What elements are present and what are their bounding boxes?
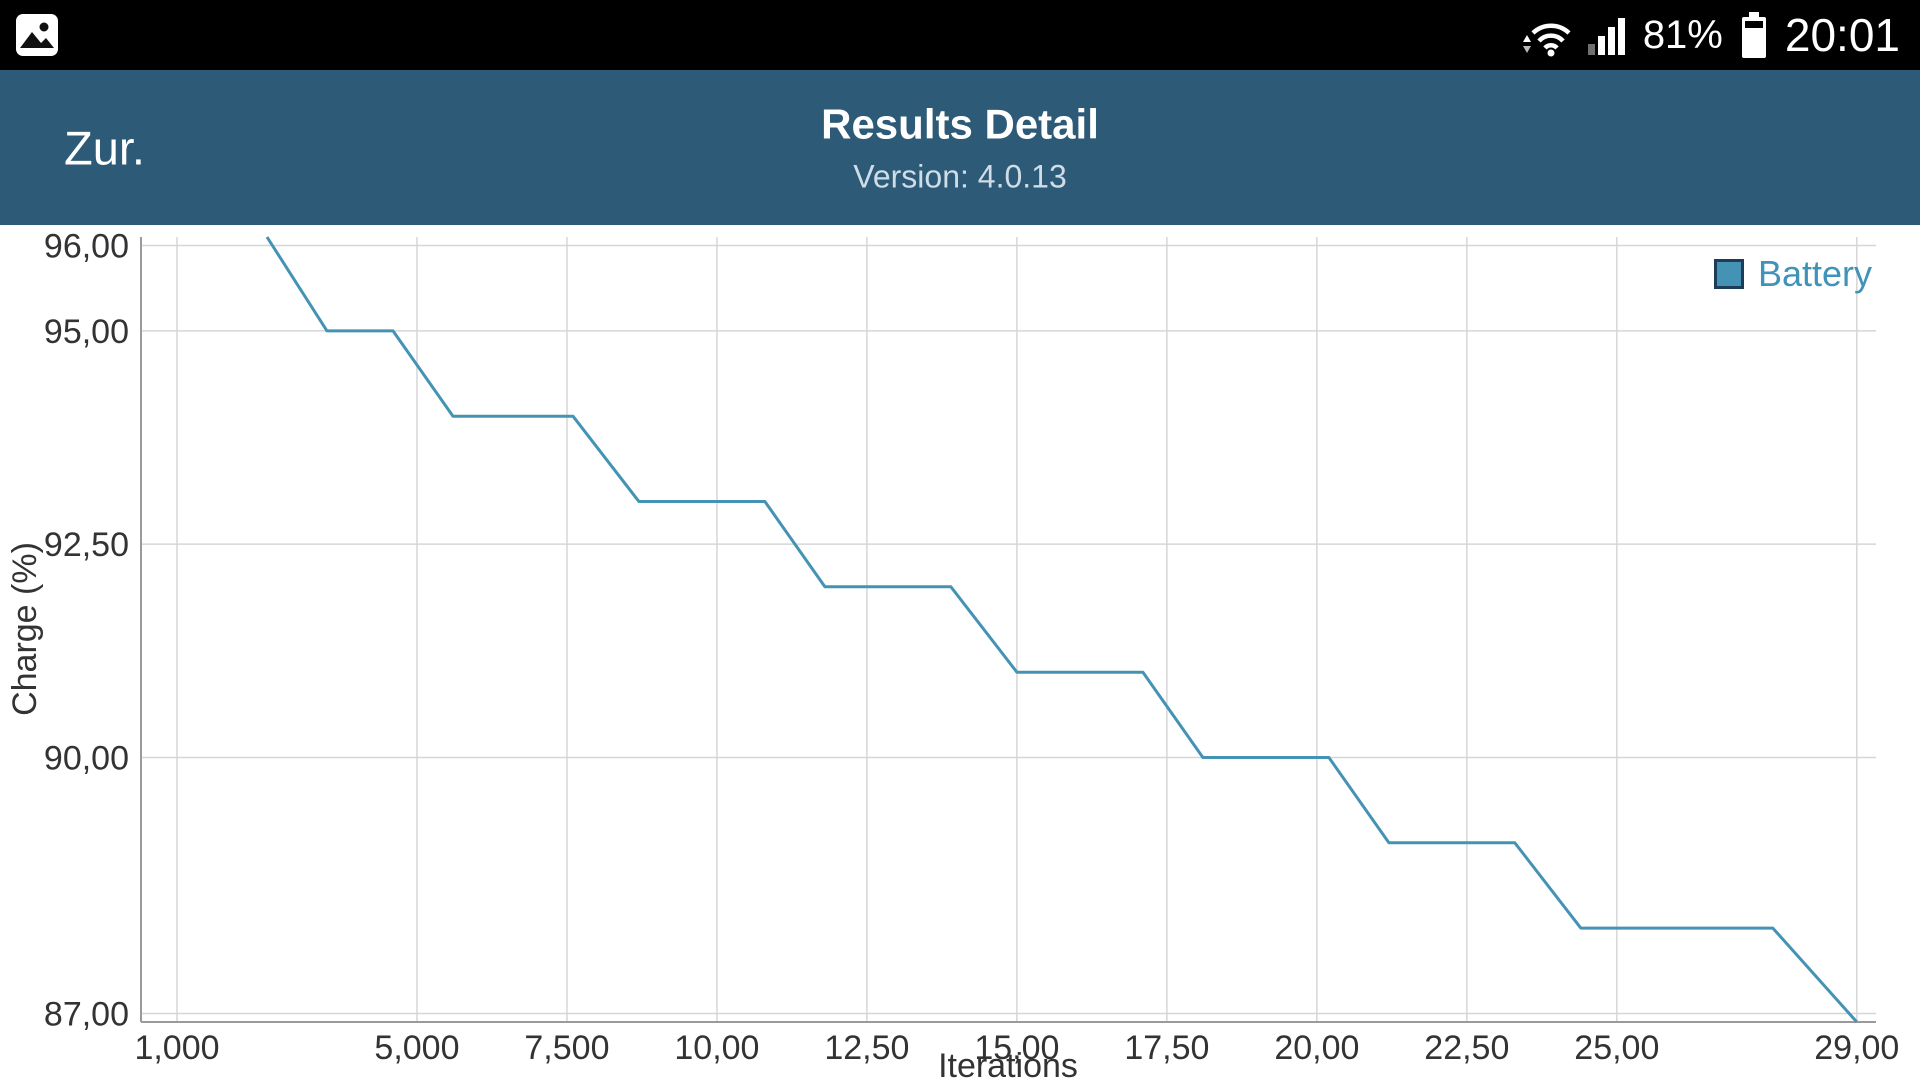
battery-icon	[1739, 11, 1769, 59]
status-bar: 81% 20:01	[0, 0, 1920, 70]
x-tick-label: 22,50	[1424, 1029, 1509, 1067]
status-bar-right: 81% 20:01	[1521, 0, 1900, 70]
app-header: Zur. Results Detail Version: 4.0.13	[0, 70, 1920, 225]
status-time: 20:01	[1784, 9, 1900, 61]
x-tick-label: 12,50	[824, 1029, 909, 1067]
status-bar-left	[14, 12, 60, 58]
x-axis-title: Iterations	[938, 1047, 1078, 1080]
chart-legend: Battery	[1713, 253, 1872, 295]
x-tick-label: 7,500	[524, 1029, 609, 1067]
cellular-signal-icon	[1587, 12, 1627, 58]
x-tick-label: 20,00	[1274, 1029, 1359, 1067]
battery-chart: 1,000 5,000 7,500 10,00 12,50 15,00 17,50 20,00…	[6, 228, 1899, 1080]
chart-region: 1,000 5,000 7,500 10,00 12,50 15,00 17,50 20,00…	[0, 225, 1920, 1080]
x-tick-label: 15,00	[974, 1029, 1059, 1067]
x-tick-label: 29,00	[1814, 1029, 1899, 1067]
x-tick-label: 17,50	[1124, 1029, 1209, 1067]
x-tick-label: 5,000	[374, 1029, 459, 1067]
page-title: Results Detail	[821, 100, 1099, 147]
wifi-icon	[1521, 12, 1571, 58]
x-tick-label: 10,00	[674, 1029, 759, 1067]
battery-legend-swatch	[1713, 259, 1744, 289]
header-title-group: Results Detail Version: 4.0.13	[0, 100, 1920, 195]
battery-line	[265, 236, 1858, 1024]
back-button[interactable]: Zur.	[64, 121, 145, 174]
gallery-notification-icon	[14, 12, 60, 58]
y-axis-title: Charge (%)	[6, 542, 44, 716]
y-tick-label: 96,00	[44, 228, 129, 266]
y-tick-label: 90,00	[44, 739, 129, 777]
x-tick-label: 25,00	[1574, 1029, 1659, 1067]
y-tick-label: 95,00	[44, 313, 129, 351]
version-subtitle: Version: 4.0.13	[853, 158, 1067, 194]
battery-percent: 81%	[1642, 13, 1723, 57]
battery-legend-label: Battery	[1757, 253, 1872, 294]
x-tick-label: 1,000	[134, 1029, 219, 1067]
y-tick-label: 92,50	[44, 526, 129, 564]
y-tick-label: 87,00	[44, 995, 129, 1033]
